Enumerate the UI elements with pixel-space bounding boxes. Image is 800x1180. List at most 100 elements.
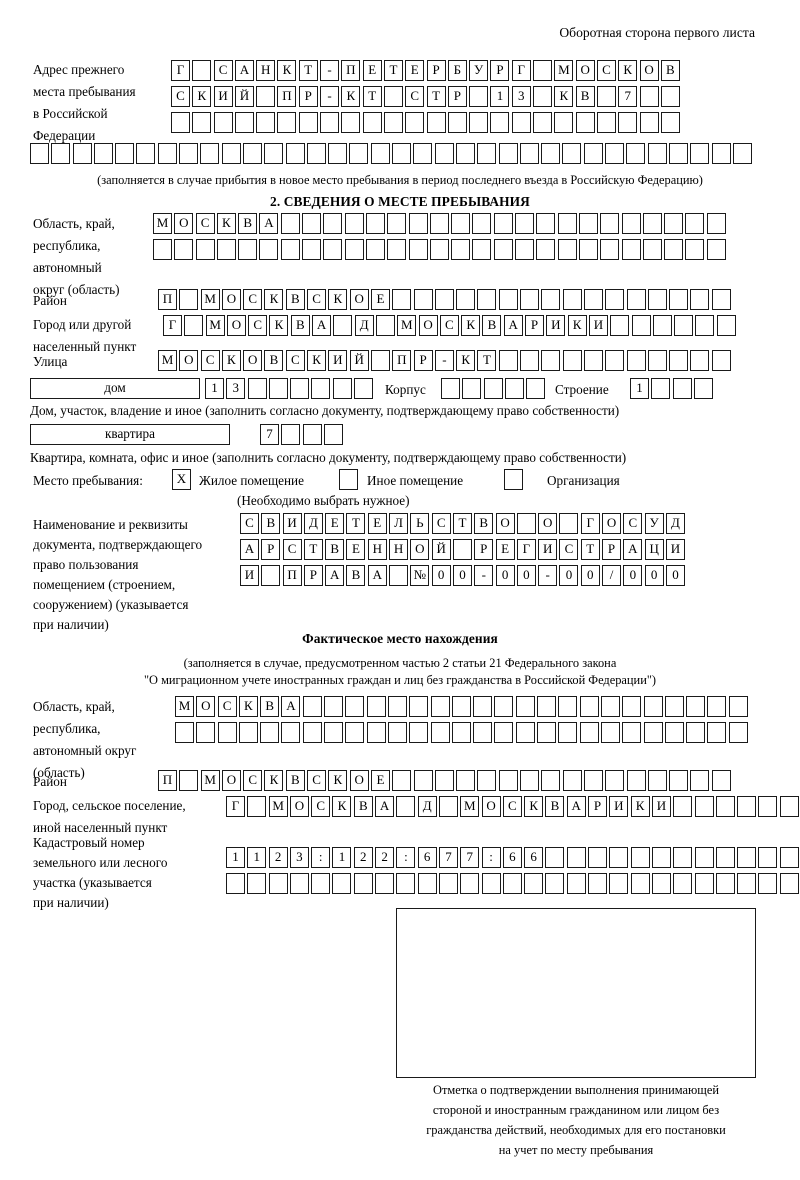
prev-address-row-4-cell-34[interactable] xyxy=(732,143,752,164)
document-row-3-cell-13[interactable]: 0 xyxy=(495,565,515,586)
document-row-2-cell-9[interactable]: О xyxy=(410,539,430,560)
document-row-2-cell-1[interactable]: А xyxy=(240,539,259,560)
section2-street-row-cell-16[interactable]: Т xyxy=(477,350,497,371)
section2-city-row-cell-21[interactable]: И xyxy=(588,315,608,336)
actual-district-row-cell-23[interactable] xyxy=(626,770,646,791)
actual-district-row-cell-25[interactable] xyxy=(669,770,689,791)
prev-address-row-4-cell-14[interactable] xyxy=(306,143,326,164)
section2-region-row-2-cell-26[interactable] xyxy=(685,239,705,260)
prev-address-row-3-cell-15[interactable] xyxy=(469,112,489,133)
actual-region-row-1-cell-15[interactable] xyxy=(473,696,493,717)
section2-region-row-1-cell-17[interactable] xyxy=(493,213,513,234)
section2-street-row-cell-10[interactable]: Й xyxy=(349,350,369,371)
flat-number-cells[interactable]: 7 xyxy=(260,424,345,445)
actual-district-row-cell-14[interactable] xyxy=(434,770,454,791)
actual-city-row-cell-10[interactable]: Д xyxy=(417,796,437,817)
section2-region-row-1-cell-13[interactable] xyxy=(408,213,428,234)
cadastral-row-1-cell-27[interactable] xyxy=(779,847,799,868)
korpus-cells-cell-4[interactable] xyxy=(504,378,524,399)
prev-address-row-1-cell-7[interactable]: Т xyxy=(298,60,318,81)
stamp-frame[interactable] xyxy=(396,908,756,1078)
actual-region-row-1-cell-3[interactable]: С xyxy=(217,696,237,717)
cadastral-row-1-cell-6[interactable]: 1 xyxy=(332,847,352,868)
actual-region-row-2-cell-9[interactable] xyxy=(345,722,365,743)
section2-district-row-cell-9[interactable]: К xyxy=(328,289,348,310)
prev-address-row-2-cell-15[interactable] xyxy=(469,86,489,107)
section2-city-row-cell-17[interactable]: А xyxy=(503,315,523,336)
prev-address-row-1-cell-3[interactable]: С xyxy=(213,60,233,81)
section2-district-row-cell-19[interactable] xyxy=(541,289,561,310)
section2-district-row-cell-22[interactable] xyxy=(605,289,625,310)
prev-address-row-3-cell-14[interactable] xyxy=(447,112,467,133)
section2-region-row-2-cell-15[interactable] xyxy=(451,239,471,260)
prev-address-row-3[interactable] xyxy=(171,112,682,133)
prev-address-row-1-cell-10[interactable]: Е xyxy=(362,60,382,81)
actual-district-row-cell-5[interactable]: С xyxy=(243,770,263,791)
section2-region-row-1-cell-22[interactable] xyxy=(600,213,620,234)
document-row-3-cell-15[interactable]: - xyxy=(538,565,558,586)
document-row-2-cell-6[interactable]: Е xyxy=(346,539,366,560)
section2-region-row-2-cell-10[interactable] xyxy=(344,239,364,260)
prev-address-row-3-cell-8[interactable] xyxy=(320,112,340,133)
cadastral-row-2-cell-17[interactable] xyxy=(566,873,586,894)
actual-district-row-cell-3[interactable]: М xyxy=(200,770,220,791)
actual-region-row-1-cell-2[interactable]: О xyxy=(196,696,216,717)
stay-place-checkbox-other[interactable] xyxy=(339,469,358,490)
prev-address-row-1-cell-15[interactable]: У xyxy=(469,60,489,81)
prev-address-row-2-cell-9[interactable]: К xyxy=(341,86,361,107)
prev-address-row-4-cell-9[interactable] xyxy=(200,143,220,164)
section2-district-row-cell-20[interactable] xyxy=(562,289,582,310)
prev-address-row-3-cell-23[interactable] xyxy=(639,112,659,133)
house-number-cells-cell-3[interactable] xyxy=(247,378,267,399)
section2-region-row-2-cell-4[interactable] xyxy=(216,239,236,260)
prev-address-row-2-cell-8[interactable]: - xyxy=(320,86,340,107)
section2-street-row-cell-12[interactable]: П xyxy=(392,350,412,371)
document-row-3-cell-21[interactable]: 0 xyxy=(665,565,685,586)
prev-address-row-2-cell-24[interactable] xyxy=(660,86,680,107)
actual-region-row-2-cell-4[interactable] xyxy=(238,722,258,743)
stroenie-cells-cell-1[interactable]: 1 xyxy=(630,378,649,399)
cadastral-row-2-cell-15[interactable] xyxy=(524,873,544,894)
prev-address-row-3-cell-17[interactable] xyxy=(511,112,531,133)
prev-address-row-3-cell-3[interactable] xyxy=(213,112,233,133)
actual-city-row-cell-1[interactable]: Г xyxy=(226,796,245,817)
actual-district-row-cell-20[interactable] xyxy=(562,770,582,791)
section2-district-row-cell-8[interactable]: С xyxy=(307,289,327,310)
document-row-2-cell-17[interactable]: Т xyxy=(580,539,600,560)
document-row-1-cell-6[interactable]: Т xyxy=(346,513,366,534)
actual-region-row-2-cell-26[interactable] xyxy=(707,722,727,743)
document-row-2-cell-15[interactable]: И xyxy=(538,539,558,560)
section2-city-row-cell-3[interactable]: М xyxy=(205,315,225,336)
section2-street-row-cell-20[interactable] xyxy=(562,350,582,371)
document-row-3-cell-4[interactable]: Р xyxy=(303,565,323,586)
prev-address-row-4-cell-5[interactable] xyxy=(115,143,135,164)
house-number-cells-cell-8[interactable] xyxy=(354,378,374,399)
section2-district-row-cell-11[interactable]: Е xyxy=(370,289,390,310)
document-row-2-cell-16[interactable]: С xyxy=(559,539,579,560)
prev-address-row-1-cell-13[interactable]: Р xyxy=(426,60,446,81)
document-row-3-cell-10[interactable]: 0 xyxy=(431,565,451,586)
document-row-1-cell-14[interactable] xyxy=(516,513,536,534)
actual-region-row-1-cell-17[interactable] xyxy=(515,696,535,717)
section2-region-row-2-cell-9[interactable] xyxy=(323,239,343,260)
prev-address-row-3-cell-4[interactable] xyxy=(234,112,254,133)
actual-district-row-cell-22[interactable] xyxy=(605,770,625,791)
prev-address-row-2-cell-23[interactable] xyxy=(639,86,659,107)
actual-region-row-2-cell-13[interactable] xyxy=(430,722,450,743)
document-row-3-cell-2[interactable] xyxy=(261,565,281,586)
document-row-1-cell-4[interactable]: Д xyxy=(303,513,323,534)
actual-region-row-1-cell-21[interactable] xyxy=(600,696,620,717)
cadastral-row-2-cell-18[interactable] xyxy=(588,873,608,894)
prev-address-row-1-cell-17[interactable]: Г xyxy=(511,60,531,81)
section2-region-row-2-cell-2[interactable] xyxy=(174,239,194,260)
actual-district-row-cell-1[interactable]: П xyxy=(158,770,177,791)
actual-region-row-1-cell-4[interactable]: К xyxy=(238,696,258,717)
document-row-1-cell-8[interactable]: Л xyxy=(389,513,409,534)
prev-address-row-1-cell-4[interactable]: А xyxy=(234,60,254,81)
actual-district-row-cell-4[interactable]: О xyxy=(221,770,241,791)
house-number-cells-cell-6[interactable] xyxy=(311,378,331,399)
actual-region-row-1-cell-7[interactable] xyxy=(302,696,322,717)
